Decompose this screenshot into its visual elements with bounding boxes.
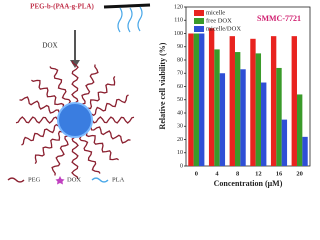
arrow-label: DOX [42,42,57,50]
y-tick-label: 20 [177,137,183,143]
peg-arm [49,66,72,105]
bar [193,33,200,166]
micelle-arms [15,60,135,180]
dox-icon [55,176,65,185]
peg-arm [90,94,129,117]
bar [234,52,241,166]
chart: SMMC-7721 Concentration (μM) Relative ce… [158,4,311,188]
peg-arm [86,76,116,110]
legend-swatch [194,18,204,24]
y-tick-label: 30 [177,124,183,130]
legend-label: micelle [206,9,225,16]
bar [270,36,277,167]
micelle-core [57,102,93,138]
y-tick-label: 70 [177,71,183,77]
legend-label: free DOX [206,17,232,24]
peg-arm [90,126,131,144]
peg-arm [91,116,135,124]
peg-arm [78,135,101,174]
peg-arm [71,60,79,104]
x-tick-label: 20 [296,170,303,177]
peg-arm [71,136,79,180]
y-axis-label: Relative cell viability (%) [158,42,167,129]
polymer-backbone [103,3,151,9]
y-tick-label: 10 [177,150,183,156]
bar [208,28,215,167]
y-tick-label: 110 [174,18,183,24]
peg-arm [51,135,69,176]
legend-swatch [194,26,204,32]
bar [188,33,194,166]
bar [219,73,226,166]
x-tick-label: 8 [236,170,240,177]
bar [255,53,262,166]
bar [240,69,246,166]
x-tick-label: 0 [195,170,198,177]
peg-arm [31,79,65,109]
peg-arm [19,96,60,114]
x-axis-label: Concentration (μM) [214,179,283,188]
bar [276,67,282,166]
bar [291,36,297,167]
diagram: PEG-b-(PAA-g-PLA) DOX PEG DOX PLA [7,3,151,185]
pla-chains [117,6,143,33]
bar [302,136,308,166]
peg-icon [7,177,25,183]
legend-text: PEG [28,176,41,183]
legend-text: DOX [67,176,81,183]
peg-arm [85,131,119,161]
x-tick-label: 12 [255,170,262,177]
peg-arm [21,123,60,146]
bar [296,94,303,166]
plot-frame [185,6,311,167]
bar [250,38,256,166]
y-tick-label: 50 [177,97,183,103]
annotation: SMMC-7721 [257,14,301,23]
bar [281,119,288,166]
peg-arm [81,64,99,105]
peg-arm [34,130,64,164]
y-tick-label: 100 [174,31,183,37]
y-tick-label: 40 [177,110,183,116]
legend-swatch [194,10,204,16]
pla-icon [91,177,109,183]
bar [261,82,267,166]
bar [199,33,205,166]
y-tick-label: 80 [177,57,183,63]
x-tick-label: 4 [215,170,219,177]
legend-text: PLA [112,176,125,183]
figure: PEG-b-(PAA-g-PLA) DOX PEG DOX PLA SMMC-7… [7,3,311,188]
x-tick-label: 16 [276,170,283,177]
peg-arm [15,116,59,124]
y-tick-label: 0 [180,163,183,169]
y-tick-label: 90 [177,44,183,50]
polymer-label: PEG-b-(PAA-g-PLA) [30,3,94,11]
bar [229,36,235,167]
y-tick-label: 120 [174,4,183,10]
bar [214,49,220,166]
y-tick-label: 60 [177,84,183,90]
legend-label: micelle/DOX [206,25,241,32]
